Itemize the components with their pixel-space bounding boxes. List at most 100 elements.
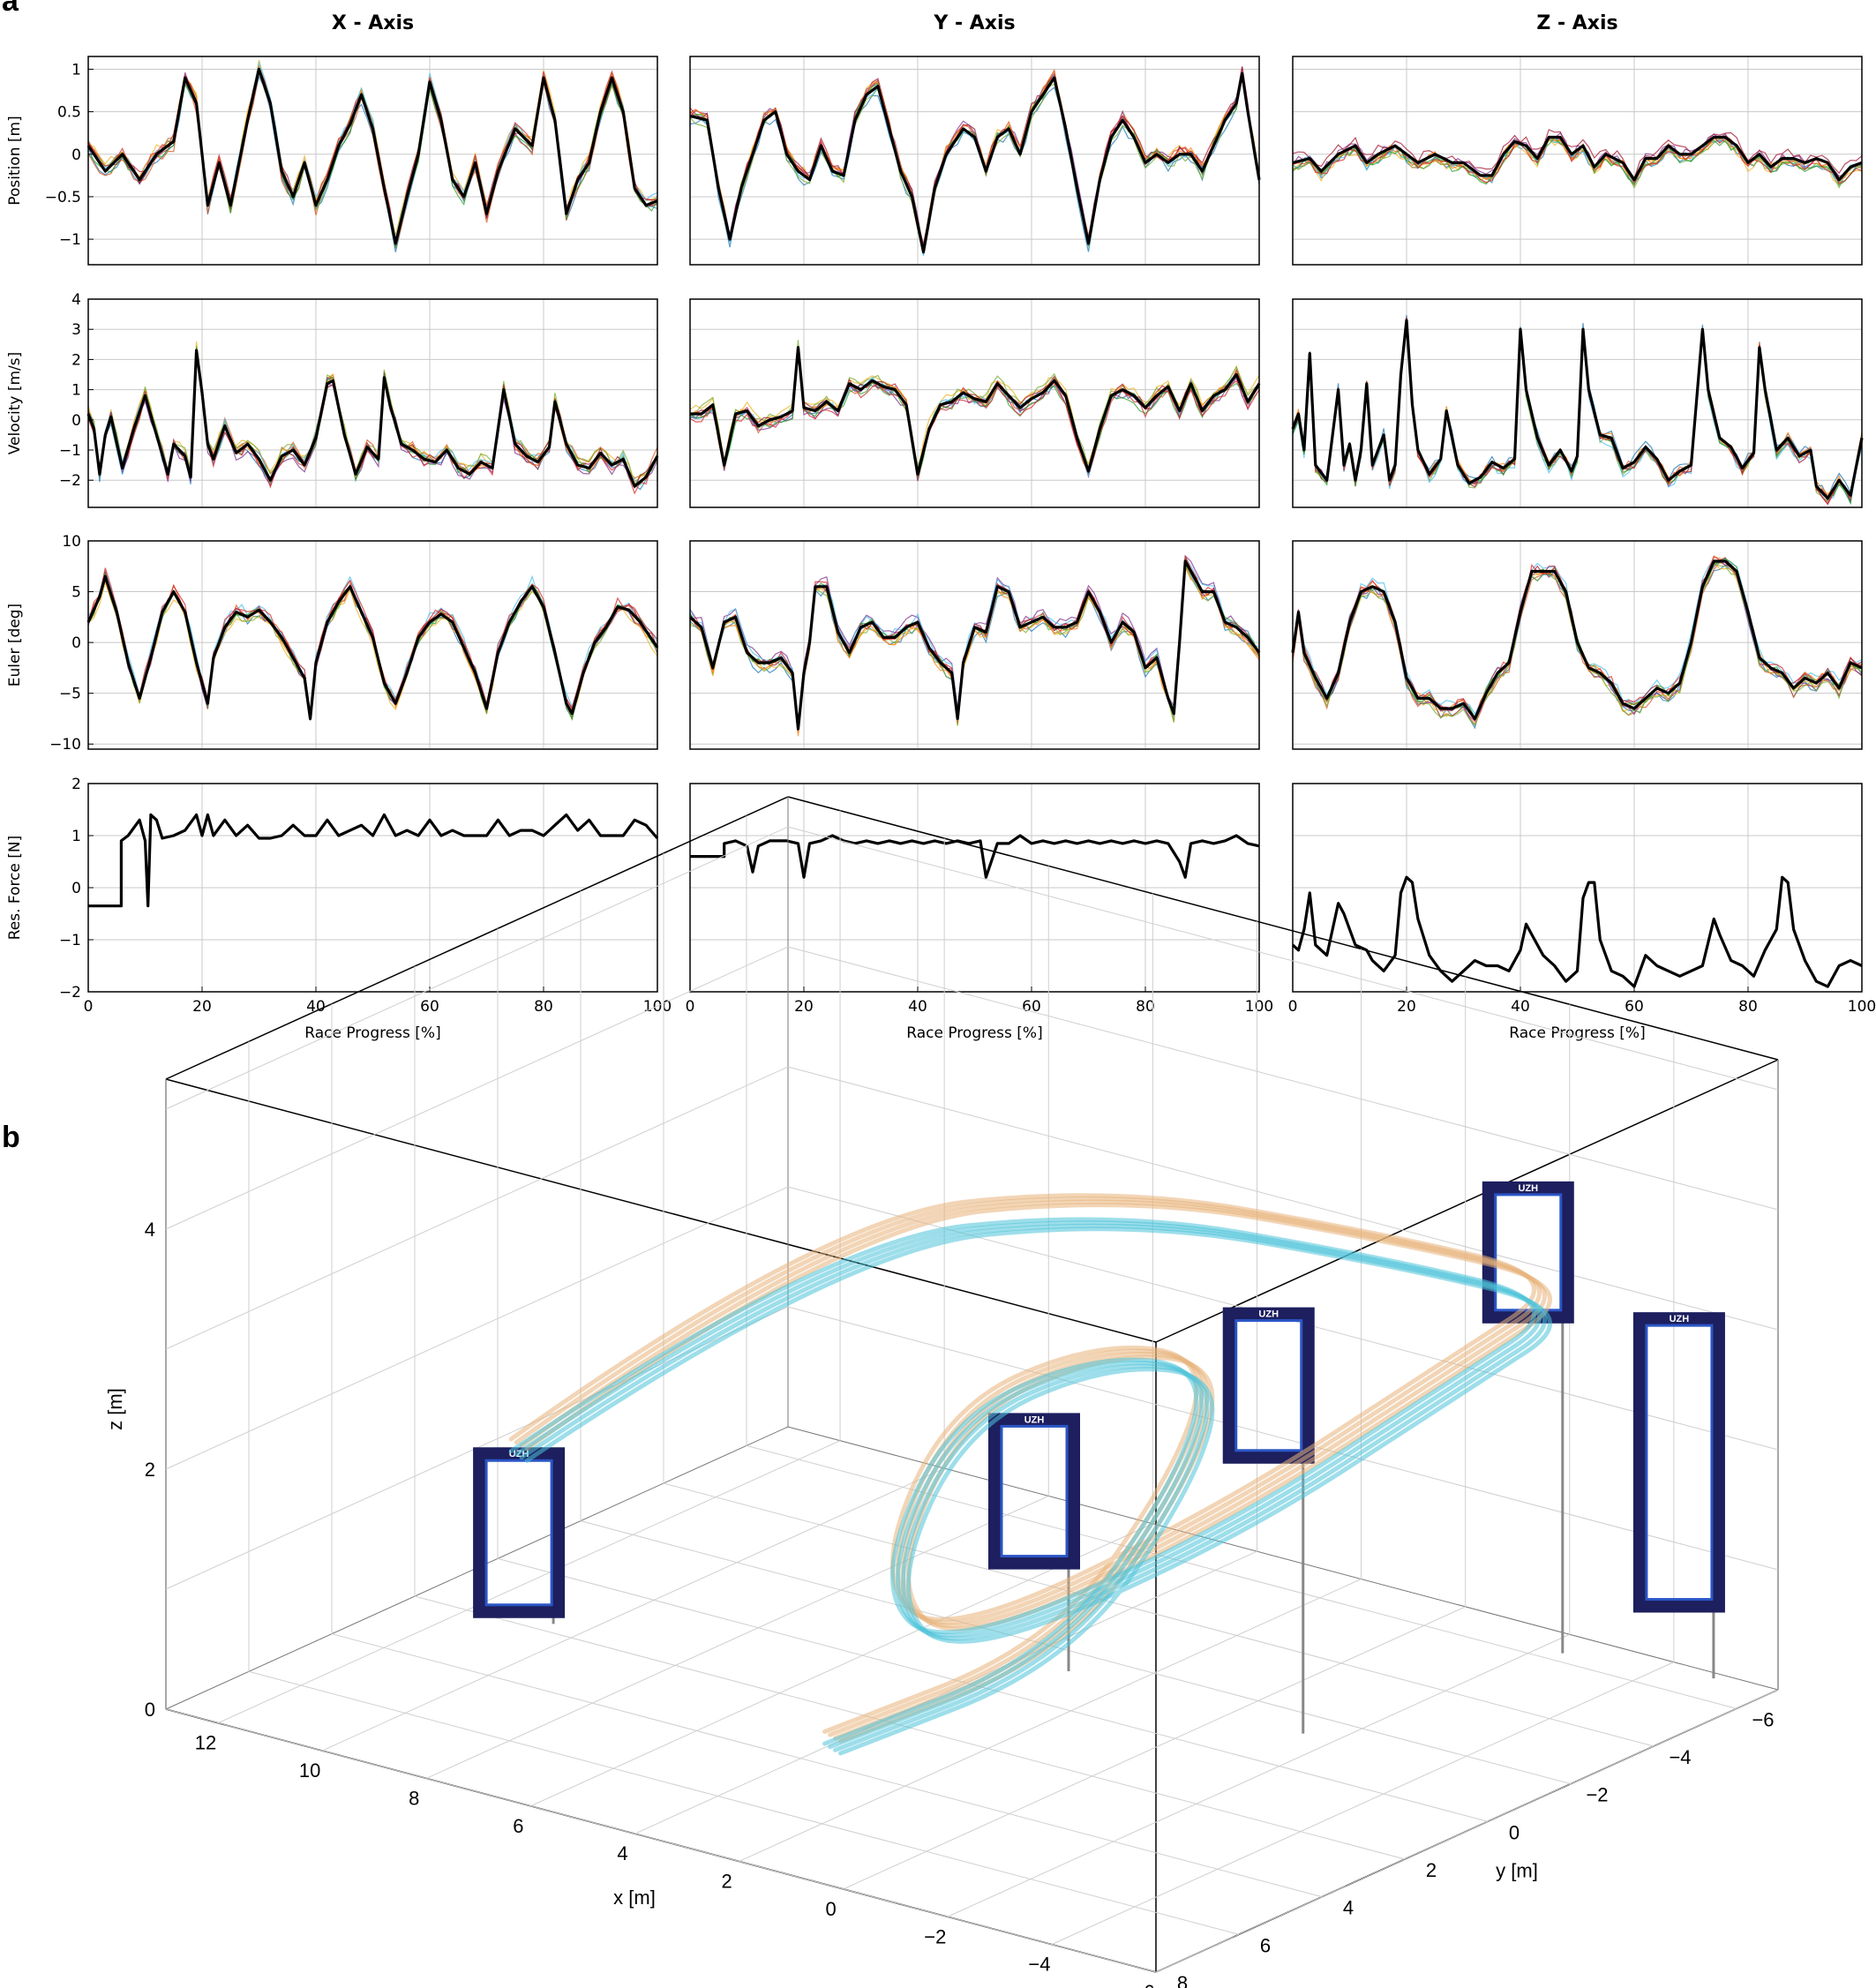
gate-stripe <box>1645 1324 1714 1602</box>
rollout-trace <box>689 352 1260 477</box>
rollout-trace <box>87 66 658 244</box>
x-tick-label: −4 <box>1028 1954 1050 1976</box>
reference-line <box>86 574 659 721</box>
rollout-trace <box>1292 320 1863 506</box>
xtick-label: 0 <box>1288 998 1298 1016</box>
ytick-label: 2 <box>71 776 81 793</box>
rollout-trace <box>1292 129 1863 181</box>
gate-stripe <box>1000 1424 1069 1558</box>
rollout-trace <box>87 354 658 495</box>
rollout-trace <box>1292 318 1863 504</box>
reference-line <box>689 71 1261 254</box>
rollout-trace <box>87 71 658 249</box>
subplot-r2-c2 <box>689 298 1261 508</box>
gate-frame <box>1482 1181 1574 1324</box>
z-axis-label: z [m] <box>104 1388 126 1430</box>
wall-grid-z <box>165 1066 1779 1350</box>
subplot-r1-c1: 1 0.5 0 −0.5 −1 Position [m] X - Axis <box>6 12 658 266</box>
rollout-trace <box>689 345 1260 475</box>
ytick-label: −0.5 <box>45 189 81 206</box>
ytick-label: −5 <box>59 686 81 703</box>
ytick-label: −1 <box>59 442 81 460</box>
gate-frame <box>1632 1312 1725 1613</box>
rollout-trace <box>689 349 1260 482</box>
ytick-label: 0.5 <box>57 104 81 122</box>
rollout-trace <box>87 356 658 487</box>
floor-grid-y <box>248 1670 1240 1935</box>
floor-grid-x <box>321 1467 945 1752</box>
y-tick-label: 4 <box>1343 1897 1354 1919</box>
x-tick-label: 0 <box>826 1898 837 1920</box>
reference-line <box>1291 559 1863 721</box>
rollout-trace <box>1292 320 1863 505</box>
z-tick-label: 4 <box>145 1219 155 1241</box>
floor-grid-x <box>843 1606 1466 1890</box>
xtick-label: 60 <box>1022 998 1041 1016</box>
floor-grid-x <box>1051 1662 1675 1946</box>
box-edge <box>787 796 1779 1061</box>
plot-frame <box>87 540 658 750</box>
plot-frame <box>1292 783 1863 993</box>
ytick-label: 10 <box>62 533 81 551</box>
rollout-trace <box>87 69 658 249</box>
x-tick-label: −6 <box>1132 1981 1154 1988</box>
box-edge <box>165 796 789 1080</box>
x-tick-label: 12 <box>195 1732 216 1754</box>
rollout-trace <box>87 347 658 485</box>
xtick-label: 0 <box>84 998 94 1016</box>
subplot-r4-c2: 0 20 40 60 80 100 Race Progress [%] <box>686 783 1273 1042</box>
floor-grid-x <box>1155 1689 1779 1973</box>
axis-ticks-3d: 12 10 8 6 4 2 0 −2 −4 −6 8 6 4 2 0 −2 −4 −6 0 2 4 x [m] y [m] z… <box>104 1219 1775 1988</box>
xtick-label: 100 <box>643 998 672 1016</box>
gate-frame <box>1222 1307 1315 1464</box>
rollout-trace <box>1292 321 1863 506</box>
rollout-trace <box>87 65 658 247</box>
gate-frame <box>988 1413 1080 1570</box>
x-axis-label: Race Progress [%] <box>304 1024 440 1042</box>
xtick-label: 20 <box>794 998 814 1016</box>
floor-grid-x <box>947 1633 1570 1917</box>
reference-line <box>690 346 1261 476</box>
y-tick-label: 6 <box>1260 1934 1271 1956</box>
xtick-label: 20 <box>1397 998 1416 1016</box>
y-axis-label: y [m] <box>1496 1860 1538 1882</box>
floor-grid-y <box>331 1633 1323 1898</box>
plot-frame <box>689 783 1260 993</box>
gate-right-mid: UZH <box>1222 1307 1315 1734</box>
x-tick-label: −2 <box>924 1925 946 1947</box>
rollout-trace <box>87 581 658 721</box>
gate-label: UZH <box>1670 1314 1690 1324</box>
plot-frame <box>1292 298 1863 508</box>
plot-frame <box>689 298 1260 508</box>
reference-line <box>1291 319 1864 500</box>
gate-stripe <box>484 1459 553 1607</box>
rollout-trace <box>87 345 658 487</box>
rollout-trace <box>1292 316 1863 498</box>
subplot-r1-c3: Z - Axis <box>1292 12 1863 266</box>
y-tick-label: −4 <box>1669 1746 1691 1768</box>
trajectory-cyan <box>508 1217 1536 1746</box>
rollout-trace <box>1292 320 1863 505</box>
rollout-trace <box>689 348 1260 476</box>
x-axis-label: x [m] <box>613 1887 656 1909</box>
y-axis-label: Res. Force [N] <box>6 836 24 941</box>
x-tick-label: 10 <box>299 1759 320 1782</box>
box-edge <box>165 1078 1157 1343</box>
ytick-label: 2 <box>71 351 81 369</box>
x-axis-label: Race Progress [%] <box>906 1024 1042 1042</box>
gate-double: UZH <box>1632 1312 1725 1679</box>
floor-grid-y <box>663 1482 1655 1747</box>
ytick-label: 0 <box>71 412 81 430</box>
wall-grid-z <box>165 826 1779 1110</box>
gate-label: UZH <box>1518 1183 1538 1194</box>
x-tick-label: 4 <box>617 1842 627 1864</box>
subplot-r3-c1: 10 5 0 −5 −10 Euler [deg] <box>6 533 659 754</box>
reference-line <box>86 349 659 488</box>
ytick-label: −2 <box>59 472 81 490</box>
rollout-trace <box>689 349 1260 476</box>
column-title: Y - Axis <box>933 12 1015 34</box>
ytick-label: −2 <box>59 984 81 1002</box>
gate-back-center: UZH <box>1482 1181 1574 1654</box>
